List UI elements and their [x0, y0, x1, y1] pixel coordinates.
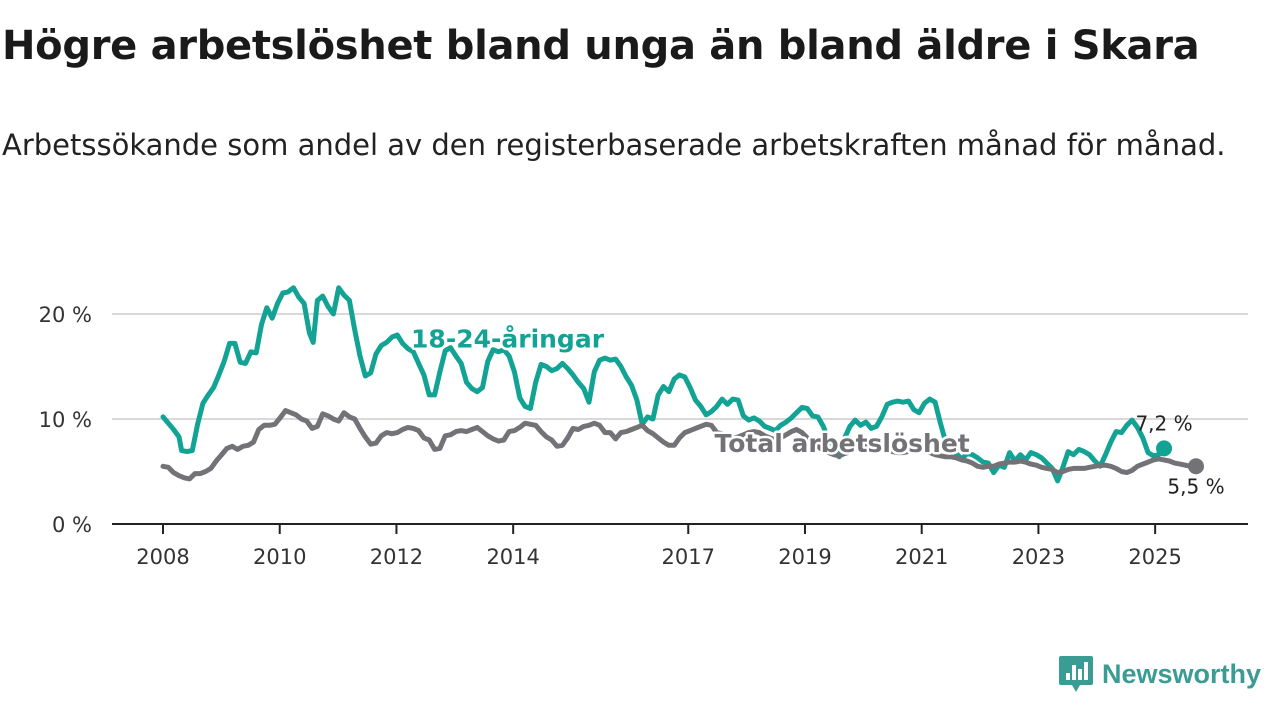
axes: 0 % 10 % 20 % 2008 2010 2012 2014 2017 2019 2021 2…	[39, 303, 1248, 569]
series-line-total	[160, 408, 1199, 482]
y-tick-label: 10 %	[39, 408, 92, 432]
series-labels: 7,2 % 5,5 % 18-24-åringar Total arbetslöshe…	[409, 322, 1225, 498]
end-marker-youth	[1156, 440, 1173, 457]
newsworthy-logo-text: Newsworthy	[1102, 658, 1262, 689]
series-lines	[160, 285, 1204, 484]
chart-title: Högre arbetslöshet bland unga än bland ä…	[2, 23, 1200, 69]
y-tick-label: 0 %	[52, 513, 92, 537]
x-tick-label: 2012	[370, 545, 423, 569]
end-value-label: 5,5 %	[1167, 474, 1224, 498]
newsworthy-logo: Newsworthy	[1058, 654, 1261, 694]
x-tick-label: 2014	[486, 545, 539, 569]
y-tick-label: 20 %	[39, 303, 92, 327]
series-label-youth: 18-24-åringar	[411, 325, 605, 354]
series-label-total: Total arbetslöshet	[715, 429, 970, 458]
x-tick-label: 2025	[1128, 545, 1181, 569]
x-tick-label: 2010	[253, 545, 306, 569]
x-tick-label: 2017	[662, 545, 715, 569]
x-tick-label: 2008	[136, 545, 189, 569]
end-marker-total	[1188, 458, 1204, 475]
x-tick-label: 2023	[1012, 545, 1065, 569]
x-tick-label: 2019	[778, 545, 831, 569]
series-line-youth	[160, 285, 1167, 484]
x-tick-label: 2021	[895, 545, 948, 569]
chart-subtitle: Arbetssökande som andel av den registerb…	[2, 128, 1226, 162]
newsworthy-logo-icon	[1059, 656, 1093, 692]
gridlines	[112, 313, 1248, 420]
end-value-label: 7,2 %	[1135, 411, 1192, 435]
